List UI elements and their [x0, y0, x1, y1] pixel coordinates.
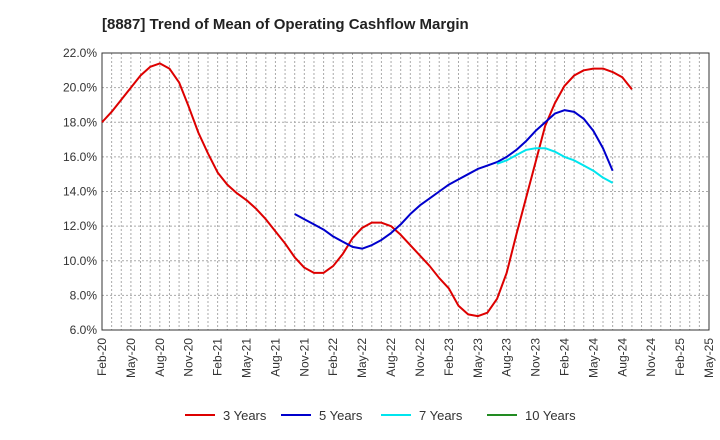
x-tick-label: May-21: [240, 338, 254, 378]
legend-label: 7 Years: [419, 408, 463, 423]
x-tick-label: Feb-20: [95, 338, 109, 376]
y-tick-label: 8.0%: [70, 288, 98, 302]
x-tick-label: Aug-23: [500, 338, 514, 377]
x-tick-label: Aug-24: [615, 338, 629, 377]
x-tick-label: May-25: [702, 338, 716, 378]
legend-label: 5 Years: [319, 408, 363, 423]
y-tick-label: 20.0%: [63, 81, 97, 95]
x-tick-label: Feb-21: [211, 338, 225, 376]
legend-label: 3 Years: [223, 408, 267, 423]
x-tick-label: Feb-22: [326, 338, 340, 376]
x-tick-label: Aug-20: [153, 338, 167, 377]
x-tick-label: Aug-21: [268, 338, 282, 377]
x-tick-label: Aug-22: [384, 338, 398, 377]
y-tick-label: 10.0%: [63, 254, 97, 268]
x-tick-label: Feb-25: [673, 338, 687, 376]
x-tick-label: Nov-24: [644, 338, 658, 377]
series-line-7-years: [496, 147, 614, 184]
x-tick-label: Nov-21: [297, 338, 311, 377]
legend-label: 10 Years: [525, 408, 576, 423]
x-tick-label: Nov-23: [529, 338, 543, 377]
series-line-5-years: [294, 109, 614, 250]
y-tick-label: 18.0%: [63, 115, 97, 129]
x-tick-label: Feb-24: [557, 338, 571, 376]
y-tick-label: 22.0%: [63, 46, 97, 60]
x-tick-label: May-22: [355, 338, 369, 378]
y-tick-label: 12.0%: [63, 219, 97, 233]
plot-area: [102, 53, 709, 330]
plot-frame: [101, 52, 710, 331]
chart-title: [8887] Trend of Mean of Operating Cashfl…: [102, 16, 469, 33]
x-tick-label: Nov-20: [182, 338, 196, 377]
y-tick-label: 16.0%: [63, 150, 97, 164]
x-tick-label: May-20: [124, 338, 138, 378]
x-tick-label: May-23: [471, 338, 485, 378]
series-line-3-years: [101, 62, 633, 318]
x-tick-label: May-24: [586, 338, 600, 378]
y-tick-label: 14.0%: [63, 185, 97, 199]
y-tick-label: 6.0%: [70, 323, 98, 337]
x-tick-label: Nov-22: [413, 338, 427, 377]
x-tick-label: Feb-23: [442, 338, 456, 376]
